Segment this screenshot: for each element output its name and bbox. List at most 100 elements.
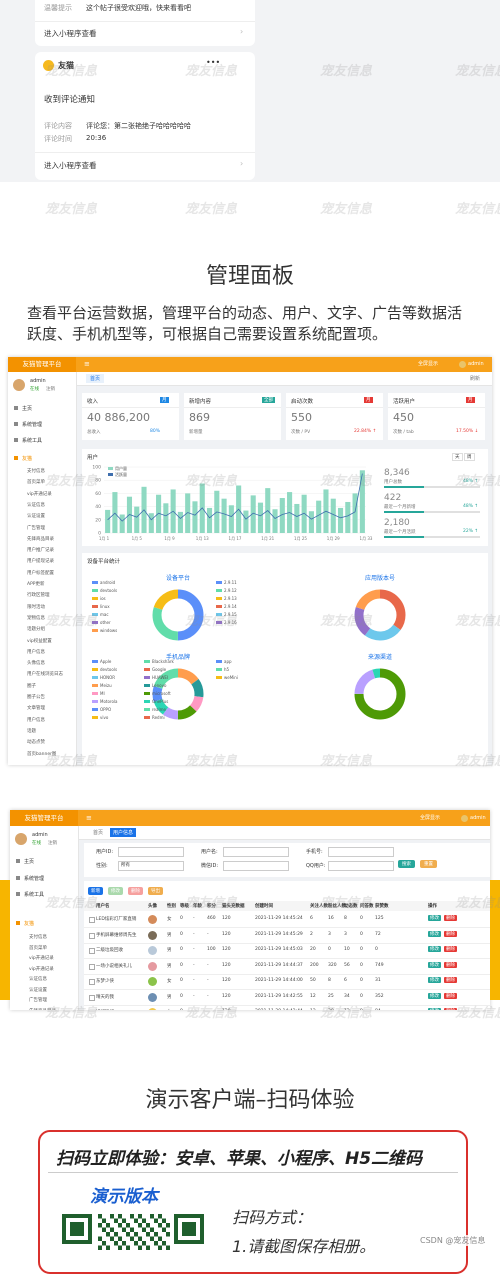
submenu-item[interactable]: 首页菜单 (29, 945, 47, 951)
fullscreen[interactable]: 全屏显示 (420, 815, 441, 821)
comment-card (35, 52, 255, 180)
menu-item[interactable]: 主页 (22, 406, 33, 412)
bar (119, 514, 125, 533)
submenu-item[interactable]: 文章管理 (27, 706, 45, 712)
form-input[interactable] (223, 847, 289, 857)
action-button[interactable]: 删除 (444, 915, 457, 921)
action-button[interactable]: 修改 (428, 977, 441, 983)
action-button[interactable]: 修改 (428, 992, 441, 999)
toolbar-button[interactable]: 修改 (108, 887, 123, 895)
form-input[interactable] (118, 847, 184, 857)
submenu-item[interactable]: 认证设置 (27, 514, 45, 520)
submenu-item[interactable]: 话题 (27, 728, 36, 734)
app-name: 友猫 (58, 61, 74, 70)
tab[interactable]: 首页 (93, 830, 104, 836)
form-input[interactable] (328, 847, 394, 857)
action-button[interactable]: 修改 (428, 961, 441, 968)
action-button[interactable]: 删除 (444, 930, 457, 937)
submenu-item[interactable]: 支付信息 (29, 935, 47, 940)
action-button[interactable]: 删除 (444, 992, 457, 999)
action-button[interactable]: 删除 (444, 946, 457, 952)
action-button[interactable]: 删除 (444, 1008, 457, 1010)
toolbar-button[interactable]: 新增 (88, 887, 103, 895)
refresh[interactable]: 刷新 (470, 376, 481, 382)
watermark: 宠友信息 (185, 896, 238, 911)
submenu-item[interactable]: 认证设置 (29, 987, 47, 993)
submenu-item[interactable]: 用户标签配置 (27, 570, 54, 576)
menu-item[interactable]: 系统管理 (24, 876, 45, 882)
submenu-item[interactable]: 行政区管理 (27, 593, 50, 599)
cell: 6 (310, 916, 313, 921)
action-button[interactable]: 修改 (428, 930, 441, 937)
search-button[interactable]: 搜索 (398, 860, 415, 868)
legend-label: 2.9.16 (224, 620, 237, 625)
row-checkbox[interactable] (89, 917, 95, 923)
submenu-item[interactable]: 用户信息 (27, 649, 45, 655)
menu-toggle[interactable]: ≡ (86, 814, 92, 822)
chart-tab[interactable]: 周 (464, 453, 475, 461)
menu-item[interactable]: 系统管理 (22, 422, 43, 428)
submenu-item[interactable]: 头像信息 (27, 661, 45, 667)
legend-label: ios (100, 596, 106, 601)
submenu-item[interactable]: 支付信息 (27, 469, 45, 474)
submenu-item[interactable]: 用户推广记录 (27, 548, 54, 554)
submenu-item[interactable]: 圈子公告 (27, 695, 45, 700)
fullscreen[interactable]: 全屏显示 (418, 361, 439, 367)
submenu-item[interactable]: 用户信息 (27, 717, 45, 723)
submenu-item[interactable]: 首页菜单 (27, 480, 45, 486)
submenu-item[interactable]: vip开通记录 (29, 956, 54, 961)
row-checkbox[interactable] (89, 948, 95, 954)
menu-item[interactable]: 系统工具 (22, 438, 43, 444)
profile-logout[interactable]: 注销 (48, 841, 57, 846)
submenu-item[interactable]: APP更新 (27, 582, 45, 587)
menu-toggle[interactable]: ≡ (84, 360, 90, 368)
form-input[interactable] (223, 861, 289, 871)
submenu-item[interactable]: 用户在线浏览日志 (27, 672, 63, 678)
more[interactable]: ••• (206, 58, 221, 67)
action-button[interactable]: 修改 (428, 1008, 441, 1010)
toolbar-button[interactable]: 删除 (128, 887, 143, 895)
form-input[interactable] (328, 861, 394, 871)
submenu-item[interactable]: 限时活动 (27, 604, 45, 610)
submenu-item[interactable]: 圈子 (27, 683, 36, 689)
menu-item[interactable]: 友猫 (24, 921, 35, 927)
submenu-item[interactable]: vip开通记录 (27, 491, 52, 497)
action-button[interactable]: 删除 (444, 977, 457, 983)
menu-item[interactable]: 系统工具 (24, 892, 45, 898)
row-checkbox[interactable] (89, 932, 95, 939)
reset-button[interactable]: 重置 (420, 860, 437, 868)
submenu-item[interactable]: 认证信息 (27, 502, 45, 508)
form-input[interactable]: 所有 (118, 861, 184, 871)
submenu-item[interactable]: 话题分组 (27, 627, 45, 633)
chart-tab[interactable]: 天 (452, 453, 463, 461)
notice-link[interactable]: 进入小程序查看 (44, 29, 97, 38)
submenu-item[interactable]: 宠物信息 (27, 615, 45, 621)
column-header: 问答数 (360, 904, 374, 909)
submenu-item[interactable]: 先锋商品目录 (27, 536, 54, 542)
profile-logout[interactable]: 注销 (46, 387, 55, 392)
tab[interactable]: 用户信息 (110, 828, 137, 837)
row-checkbox[interactable] (89, 963, 95, 970)
submenu-item[interactable]: vip权益配置 (27, 638, 52, 644)
x-tick-label: 1月 29 (327, 536, 340, 541)
submenu-item[interactable]: 先锋商品目录 (29, 1008, 56, 1011)
submenu-item[interactable]: 广告管理 (27, 525, 45, 531)
menu-item[interactable]: 友猫 (22, 456, 33, 462)
action-button[interactable]: 删除 (444, 961, 457, 968)
side-stat-pct: 48% ↑ (463, 479, 479, 484)
submenu-item[interactable]: vip开通记录 (29, 966, 54, 972)
submenu-item[interactable]: 用户提现记录 (27, 559, 54, 565)
action-button[interactable]: 修改 (428, 915, 441, 921)
toolbar-button[interactable]: 导出 (148, 887, 163, 895)
menu-item[interactable]: 主页 (24, 859, 35, 865)
submenu-item[interactable]: 动态点赞 (27, 740, 45, 746)
tab[interactable]: 首页 (86, 374, 105, 383)
qr-module (138, 1223, 142, 1228)
action-button[interactable]: 修改 (428, 946, 441, 952)
row-checkbox[interactable] (89, 979, 95, 985)
comment-link[interactable]: 进入小程序查看 (44, 161, 97, 170)
submenu-item[interactable]: 首页banner图 (27, 751, 57, 757)
submenu-item[interactable]: 认证信息 (29, 977, 47, 982)
row-checkbox[interactable] (89, 994, 95, 1001)
submenu-item[interactable]: 广告管理 (29, 998, 47, 1003)
